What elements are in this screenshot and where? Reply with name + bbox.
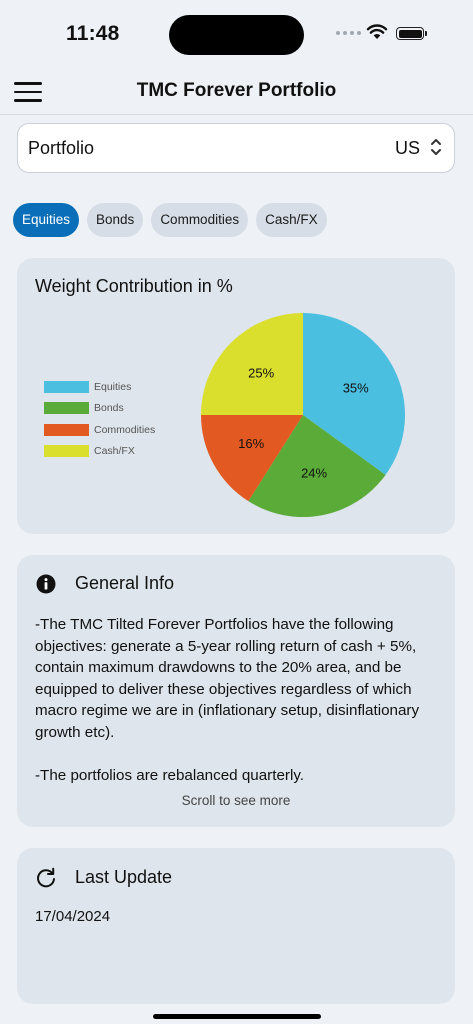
chevron-up-down-icon (431, 139, 441, 155)
legend-label: Bonds (94, 402, 124, 415)
tab-equities[interactable]: Equities (13, 203, 80, 237)
dynamic-island (169, 15, 304, 55)
nav-header: TMC Forever Portfolio (0, 70, 473, 115)
portfolio-select-label: Portfolio (28, 138, 95, 158)
pie-slice-label: 35% (343, 381, 369, 396)
refresh-icon (37, 867, 55, 888)
pie-slice-bonds (248, 415, 386, 517)
last-update-card: Last Update 17/04/2024 (17, 848, 455, 1004)
tab-commodities[interactable]: Commodities (151, 203, 249, 237)
asset-class-tabs: Equities Bonds Commodities Cash/FX (13, 203, 327, 237)
cellular-signal-icon (336, 31, 361, 35)
legend-swatch (44, 402, 89, 415)
legend-item-cash-fx: Cash/FX (44, 441, 155, 463)
legend-label: Commodities (94, 423, 156, 436)
general-info-text[interactable]: -The TMC Tilted Forever Portfolios have … (35, 614, 443, 786)
tab-bonds[interactable]: Bonds (87, 203, 144, 237)
battery-icon (396, 27, 424, 40)
portfolio-select-value: US (394, 138, 420, 158)
legend-item-equities: Equities (44, 376, 155, 398)
legend-swatch (44, 423, 89, 436)
weight-contribution-card: Weight Contribution in % Equities Bonds … (17, 258, 455, 534)
legend-label: Equities (94, 380, 132, 393)
hamburger-menu-icon[interactable] (14, 82, 42, 102)
legend-item-commodities: Commodities (44, 419, 155, 441)
info-paragraph: -The TMC Tilted Forever Portfolios have … (35, 616, 420, 741)
general-info-card: General Info -The TMC Tilted Forever Por… (17, 555, 455, 827)
last-update-date: 17/04/2024 (35, 908, 111, 925)
last-update-title: Last Update (75, 867, 173, 887)
legend-swatch (44, 380, 89, 393)
battery-cap (425, 31, 427, 36)
portfolio-select[interactable]: Portfolio US (17, 123, 455, 173)
chart-title: Weight Contribution in % (35, 276, 233, 296)
pie-slice-label: 24% (301, 466, 327, 481)
general-info-title: General Info (75, 573, 175, 593)
pie-slice-label: 16% (238, 436, 264, 451)
info-circle-icon (36, 574, 56, 594)
status-time: 11:48 (66, 22, 120, 45)
home-indicator (153, 1014, 321, 1019)
info-paragraph: -The portfolios are rebalanced quarterly… (35, 766, 305, 784)
legend-label: Cash/FX (94, 445, 135, 458)
chart-legend: Equities Bonds Commodities Cash/FX (44, 376, 155, 462)
page-title: TMC Forever Portfolio (136, 80, 337, 101)
legend-swatch (44, 445, 89, 458)
wifi-icon (366, 24, 388, 39)
pie-slice-equities (303, 313, 405, 475)
status-bar: 11:48 (0, 0, 473, 70)
pie-chart: 35% 24% 16% 25% (201, 313, 405, 517)
pie-slice-label: 25% (248, 366, 274, 381)
scroll-hint: Scroll to see more (181, 793, 291, 808)
pie-slice-commodities (201, 415, 303, 502)
legend-item-bonds: Bonds (44, 398, 155, 420)
pie-slice-cash-fx (201, 313, 303, 415)
tab-cash-fx[interactable]: Cash/FX (256, 203, 327, 237)
